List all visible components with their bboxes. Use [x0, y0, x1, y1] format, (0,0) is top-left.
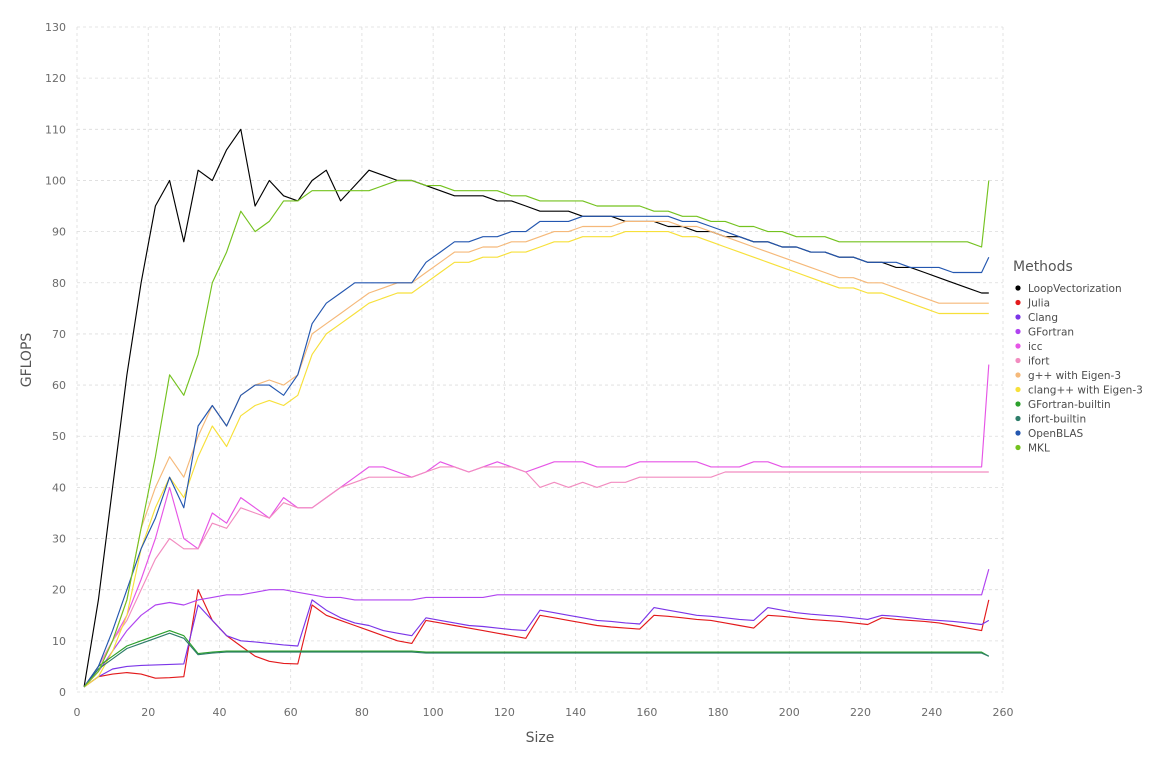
legend-label-g-with-eigen-3: g++ with Eigen-3 — [1028, 370, 1121, 382]
legend-label-ifort-builtin: ifort-builtin — [1028, 414, 1086, 426]
y-tick-label: 130 — [45, 21, 66, 34]
series-line-clang — [83, 599, 990, 688]
y-axis-title: GFLOPS — [19, 333, 35, 388]
legend-label-openblas: OpenBLAS — [1028, 428, 1084, 440]
x-tick-label: 160 — [636, 706, 657, 719]
series-line-icc — [83, 364, 990, 688]
series-line-openblas — [83, 215, 990, 688]
legend-label-mkl: MKL — [1028, 443, 1050, 455]
legend-swatch-ifort — [1015, 357, 1021, 364]
legend-swatch-gfortran — [1015, 328, 1021, 335]
x-tick-label: 80 — [355, 706, 369, 719]
y-tick-label: 40 — [52, 481, 66, 494]
legend-label-julia: Julia — [1027, 298, 1050, 310]
y-tick-label: 80 — [52, 277, 66, 290]
grid-lines — [76, 26, 1004, 693]
y-tick-label: 20 — [52, 584, 66, 597]
legend-swatch-g-with-eigen-3 — [1015, 372, 1021, 378]
legend-title: Methods — [1013, 259, 1073, 275]
x-tick-label: 120 — [494, 706, 515, 719]
x-tick-label: 40 — [212, 706, 226, 719]
x-tick-label: 240 — [921, 706, 942, 719]
legend-swatch-ifort-builtin — [1015, 415, 1021, 422]
y-tick-label: 60 — [52, 379, 66, 392]
legend-label-clang: Clang — [1028, 312, 1058, 324]
legend-swatch-openblas — [1015, 430, 1021, 436]
x-tick-label: 180 — [708, 706, 729, 719]
series-line-julia — [83, 589, 990, 688]
legend-swatch-clang — [1015, 314, 1021, 320]
y-tick-label: 110 — [45, 123, 66, 136]
legend-swatch-gfortran-builtin — [1015, 401, 1021, 407]
legend-swatch-mkl — [1015, 444, 1021, 451]
x-tick-label: 20 — [141, 706, 155, 719]
y-tick-label: 100 — [45, 174, 66, 187]
legend-label-gfortran: GFortran — [1028, 327, 1074, 339]
series-line-ifort-builtin — [83, 632, 990, 688]
legend-swatch-julia — [1015, 299, 1021, 306]
y-tick-label: 90 — [52, 226, 66, 239]
series-line-clang-with-eigen-3 — [83, 231, 989, 688]
x-tick-label: 260 — [993, 706, 1014, 719]
x-axis-ticks: 0 20 40 60 80 100 120 140 160 180 200 220 240 260 — [74, 706, 1014, 719]
x-tick-label: 100 — [423, 706, 444, 719]
y-axis-ticks: 0 10 20 30 40 50 60 70 80 90 100 110 120 130 — [45, 21, 66, 699]
legend-label-clang-with-eigen-3: clang++ with Eigen-3 — [1028, 385, 1143, 397]
legend-label-gfortran-builtin: GFortran-builtin — [1028, 399, 1111, 411]
series-line-gfortran-builtin — [83, 630, 990, 688]
legend-label-ifort: ifort — [1028, 356, 1049, 368]
y-tick-label: 50 — [52, 430, 66, 443]
x-tick-label: 140 — [565, 706, 586, 719]
x-axis-title: Size — [526, 730, 555, 746]
series-line-gfortran — [83, 569, 990, 688]
x-tick-label: 220 — [850, 706, 871, 719]
legend-swatch-loopvectorization — [1015, 285, 1021, 291]
y-tick-label: 10 — [52, 635, 66, 648]
x-tick-label: 0 — [74, 706, 81, 719]
x-tick-label: 200 — [779, 706, 800, 719]
legend-swatch-icc — [1015, 343, 1021, 349]
series-line-ifort — [83, 466, 989, 688]
y-tick-label: 120 — [45, 72, 66, 85]
legend-label-loopvectorization: LoopVectorization — [1028, 283, 1122, 295]
x-tick-label: 60 — [284, 706, 298, 719]
y-tick-label: 30 — [52, 533, 66, 546]
series-line-mkl — [83, 179, 990, 688]
y-tick-label: 0 — [59, 686, 66, 699]
series-lines — [83, 128, 990, 688]
y-tick-label: 70 — [52, 328, 66, 341]
legend-label-icc: icc — [1028, 341, 1043, 353]
legend-swatch-clang-with-eigen-3 — [1015, 386, 1021, 393]
legend: Methods LoopVectorization Julia Clang GFort… — [1013, 259, 1143, 455]
legend-items: LoopVectorization Julia Clang GFortran icc if… — [1015, 283, 1143, 455]
